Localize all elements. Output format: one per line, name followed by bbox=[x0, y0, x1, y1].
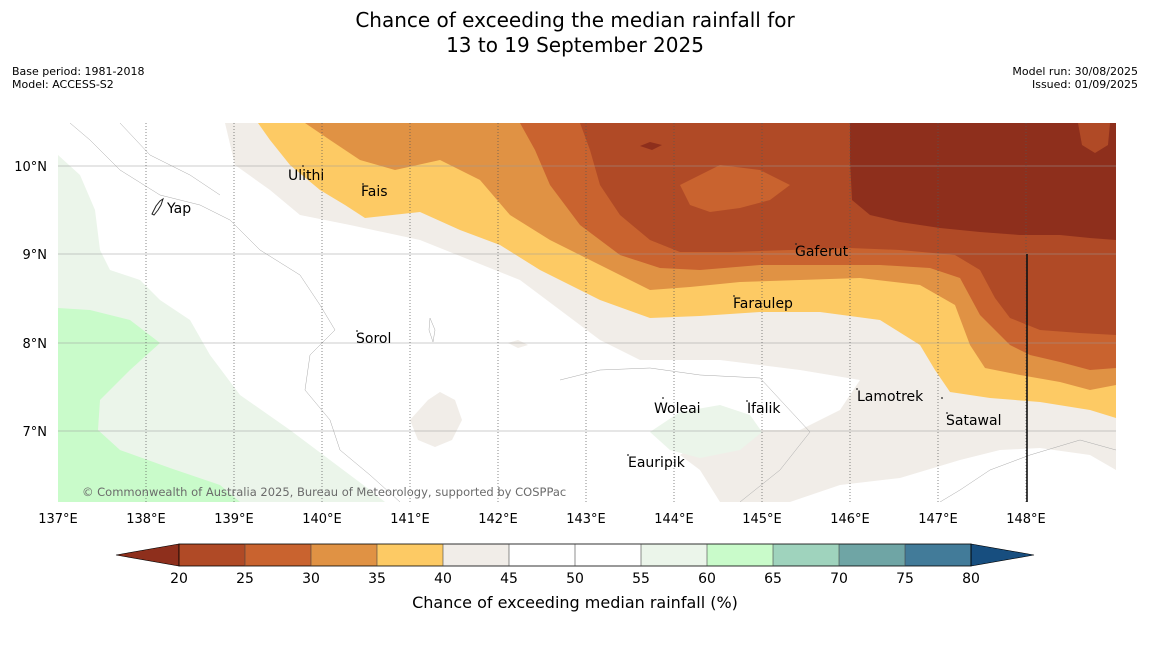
title-line-2: 13 to 19 September 2025 bbox=[446, 33, 704, 57]
place-label: Ulithi bbox=[288, 168, 324, 184]
longitude-gridlines bbox=[145, 123, 1027, 502]
colorbar-segment bbox=[509, 544, 575, 566]
y-tick-label: 8°N bbox=[23, 337, 48, 352]
x-tick-label: 144°E bbox=[654, 512, 694, 527]
colorbar-tick: 65 bbox=[764, 571, 782, 587]
title-line-1: Chance of exceeding the median rainfall … bbox=[355, 8, 795, 32]
x-tick-label: 137°E bbox=[38, 512, 78, 527]
x-tick-label: 148°E bbox=[1006, 512, 1046, 527]
field-60-65 bbox=[58, 308, 240, 502]
colorbar-dividers bbox=[244, 544, 906, 566]
colorbar-tick: 40 bbox=[434, 571, 452, 587]
x-tick-label: 139°E bbox=[214, 512, 254, 527]
colorbar-segment bbox=[245, 544, 311, 566]
colorbar: 20 25 30 35 40 45 50 55 60 65 70 75 80 bbox=[115, 543, 1035, 587]
y-tick-label: 10°N bbox=[14, 160, 47, 175]
x-tick-label: 138°E bbox=[126, 512, 166, 527]
x-tick-label: 142°E bbox=[478, 512, 518, 527]
base-period-text: Base period: 1981-2018 bbox=[12, 65, 145, 78]
place-label: Yap bbox=[166, 201, 191, 217]
field-40-45-patch-b bbox=[508, 340, 528, 348]
field-20-25-corner bbox=[1078, 123, 1110, 153]
y-tick-label: 9°N bbox=[23, 248, 48, 263]
y-axis-labels: 10°N 9°N 8°N 7°N bbox=[14, 160, 47, 440]
colorbar-segment bbox=[575, 544, 641, 566]
x-axis-labels: 137°E 138°E 139°E 140°E 141°E 142°E 143°… bbox=[38, 512, 1046, 527]
x-tick-label: 146°E bbox=[830, 512, 870, 527]
colorbar-tick: 30 bbox=[302, 571, 320, 587]
colorbar-tick: 20 bbox=[170, 571, 188, 587]
colorbar-segment bbox=[641, 544, 707, 566]
place-label: Gaferut bbox=[795, 244, 849, 260]
colorbar-tick: 50 bbox=[566, 571, 584, 587]
colorbar-segment bbox=[179, 544, 245, 566]
place-label: Fais bbox=[361, 184, 388, 200]
colorbar-tick: 45 bbox=[500, 571, 518, 587]
colorbar-segment bbox=[905, 544, 971, 566]
place-label: Eauripik bbox=[628, 455, 686, 471]
x-tick-label: 141°E bbox=[390, 512, 430, 527]
place-labels: Yap Ulithi Fais Gaferut Faraulep Sorol W… bbox=[166, 168, 1001, 471]
x-tick-label: 140°E bbox=[302, 512, 342, 527]
colorbar-tick: 75 bbox=[896, 571, 914, 587]
place-label: Sorol bbox=[356, 331, 391, 347]
field-below-20 bbox=[850, 123, 1116, 240]
map-title: Chance of exceeding the median rainfall … bbox=[0, 8, 1150, 58]
colorbar-segment bbox=[839, 544, 905, 566]
colorbar-extend-high bbox=[970, 543, 1035, 567]
x-tick-label: 143°E bbox=[566, 512, 606, 527]
issued-text: Issued: 01/09/2025 bbox=[1031, 78, 1138, 91]
colorbar-tick: 70 bbox=[830, 571, 848, 587]
colorbar-tick: 25 bbox=[236, 571, 254, 587]
field-25-30-island bbox=[680, 165, 790, 212]
x-tick-label: 145°E bbox=[742, 512, 782, 527]
field-55-60-patch bbox=[650, 405, 762, 458]
x-tick-label: 147°E bbox=[918, 512, 958, 527]
colorbar-segment bbox=[377, 544, 443, 566]
model-run-text: Model run: 30/08/2025 bbox=[1012, 65, 1138, 78]
probability-field bbox=[58, 123, 1116, 502]
contour-lines bbox=[69, 123, 1116, 502]
place-label: Satawal bbox=[946, 413, 1001, 429]
colorbar-tick: 80 bbox=[962, 571, 980, 587]
colorbar-tick: 60 bbox=[698, 571, 716, 587]
colorbar-tick-labels: 20 25 30 35 40 45 50 55 60 65 70 75 80 bbox=[170, 571, 980, 587]
colorbar-segment bbox=[707, 544, 773, 566]
place-label: Faraulep bbox=[733, 296, 793, 312]
colorbar-extend-low bbox=[115, 543, 180, 567]
meta-right: Model run: 30/08/2025 Issued: 01/09/2025 bbox=[1012, 65, 1138, 91]
copyright-text: © Commonwealth of Australia 2025, Bureau… bbox=[82, 485, 566, 499]
model-text: Model: ACCESS-S2 bbox=[12, 78, 114, 91]
meta-left: Base period: 1981-2018 Model: ACCESS-S2 bbox=[12, 65, 144, 91]
field-40-45-patch-a bbox=[410, 392, 462, 447]
colorbar-segment bbox=[773, 544, 839, 566]
yap-island-outline bbox=[151, 197, 164, 216]
place-label: Ifalik bbox=[747, 401, 781, 417]
place-markers bbox=[302, 165, 948, 456]
colorbar-tick: 35 bbox=[368, 571, 386, 587]
y-tick-label: 7°N bbox=[23, 425, 48, 440]
field-below-20-blob bbox=[640, 142, 662, 150]
colorbar-segment bbox=[443, 544, 509, 566]
colorbar-label: Chance of exceeding median rainfall (%) bbox=[412, 593, 738, 612]
colorbar-tick: 55 bbox=[632, 571, 650, 587]
place-label: Lamotrek bbox=[857, 389, 924, 405]
place-label: Woleai bbox=[654, 401, 701, 417]
field-55-60 bbox=[58, 155, 385, 502]
colorbar-segment bbox=[311, 544, 377, 566]
